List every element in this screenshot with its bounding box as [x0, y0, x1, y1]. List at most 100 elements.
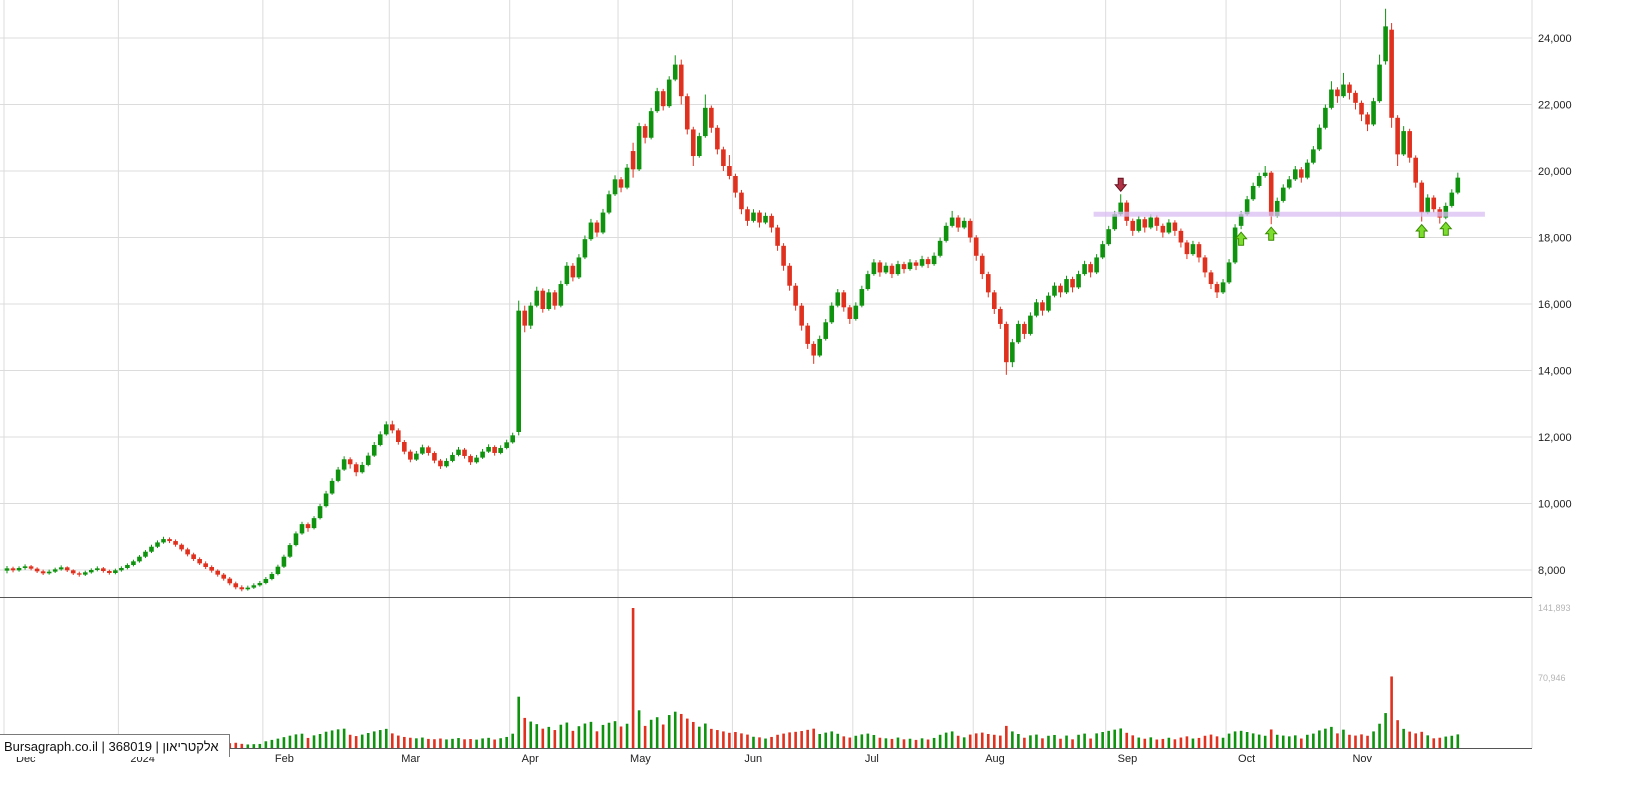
volume-bar [643, 725, 647, 748]
volume-bar [1065, 735, 1068, 748]
volume-bar [1336, 733, 1339, 748]
candle-body-down [1347, 84, 1352, 93]
candle-body-down [642, 126, 648, 138]
volume-bar [722, 731, 725, 748]
candle-body-up [329, 480, 335, 494]
candle-body-down [10, 568, 16, 571]
volume-bar [499, 738, 502, 748]
volume-bar [240, 743, 244, 748]
candle-body-up [317, 506, 323, 519]
candle-body-up [606, 194, 612, 213]
candle-body-up [853, 305, 859, 319]
volume-bar [312, 735, 316, 748]
candle-body-down [901, 264, 907, 270]
candle-body-up [1341, 84, 1346, 97]
candle-body-up [323, 493, 329, 507]
volume-bar [481, 738, 484, 748]
volume-bar [276, 738, 280, 748]
candle-body-down [347, 459, 353, 465]
candle-body-down [787, 265, 792, 286]
candle-body-down [179, 544, 184, 550]
x-axis-label: Mar [401, 753, 420, 765]
candle-body-up [1323, 107, 1328, 128]
candle-body-down [811, 343, 816, 356]
candle-body-down [847, 307, 853, 319]
volume-bar [403, 736, 406, 748]
candle-body-up [1106, 229, 1111, 245]
volume-bar [896, 737, 900, 748]
volume-bar [384, 728, 388, 748]
volume-bar [1149, 737, 1153, 748]
candle-body-up [1082, 264, 1087, 275]
candle-body-down [215, 570, 221, 575]
volume-bar [625, 723, 629, 748]
volume-bar [1209, 734, 1213, 748]
volume-bar [1251, 733, 1255, 748]
volume-bar [348, 734, 352, 748]
volume-bar [1197, 737, 1201, 748]
buy-signal-arrow-icon [1264, 226, 1278, 241]
volume-bar [451, 738, 454, 748]
candle-body-up [377, 434, 383, 445]
sell-signal-arrow-icon [1114, 177, 1128, 193]
candle-body-up [1034, 302, 1039, 316]
volume-bar [776, 734, 779, 748]
candle-body-down [34, 568, 40, 572]
volume-bar [324, 731, 328, 748]
candle-body-up [1377, 64, 1382, 102]
volume-bar [409, 737, 412, 748]
candle-body-up [582, 239, 588, 258]
candle-body-down [1395, 117, 1400, 155]
candle-body-up [1449, 192, 1455, 206]
volume-bar [884, 738, 888, 748]
candle-body-up [371, 444, 377, 456]
volume-bar [956, 735, 960, 748]
volume-bar [505, 736, 508, 748]
volume-bar [439, 738, 442, 748]
candle-body-down [28, 566, 34, 569]
candle-body-up [1232, 227, 1238, 263]
candle-body-down [1130, 220, 1136, 231]
candle-body-up [546, 292, 552, 309]
volume-bar [794, 731, 797, 748]
candle-body-down [438, 460, 443, 467]
candle-body-down [1431, 197, 1437, 210]
candle-body-down [570, 265, 576, 278]
volume-bar [234, 742, 238, 748]
volume-bar [679, 713, 683, 748]
volume-bar [860, 734, 864, 748]
volume-bar [932, 737, 936, 748]
volume-bar [294, 734, 298, 748]
candle-body-up [895, 264, 901, 275]
volume-bar [806, 729, 809, 748]
volume-bar [1233, 731, 1237, 748]
volume-bar [583, 723, 587, 748]
candle-body-up [1455, 177, 1461, 193]
candle-body-up [1136, 219, 1142, 231]
candle-body-down [1022, 323, 1027, 334]
volume-bar [1137, 737, 1141, 748]
volume-bar [1318, 730, 1321, 748]
volume-bar [667, 715, 671, 748]
volume-bar [372, 731, 376, 748]
candle-body-up [865, 274, 871, 290]
candle-body-up [281, 556, 287, 567]
volume-bar [878, 737, 882, 748]
candle-body-up [161, 539, 166, 543]
candle-body-down [197, 559, 202, 564]
volume-bar [1432, 738, 1436, 748]
candle-body-up [829, 305, 835, 323]
volume-bar [1426, 735, 1430, 748]
candle-body-down [1353, 92, 1358, 103]
volume-bar [1227, 733, 1231, 748]
candle-body-up [251, 585, 257, 588]
x-axis-label: Jul [865, 753, 879, 765]
support-line [1093, 211, 1485, 217]
candle-body-up [823, 322, 829, 339]
volume-bar [872, 734, 876, 748]
candle-body-up [1401, 131, 1406, 155]
candle-body-up [703, 107, 708, 137]
candle-body-down [1196, 244, 1202, 258]
volume-bar [228, 743, 232, 748]
volume-axis-label: 70,946 [1538, 673, 1566, 683]
